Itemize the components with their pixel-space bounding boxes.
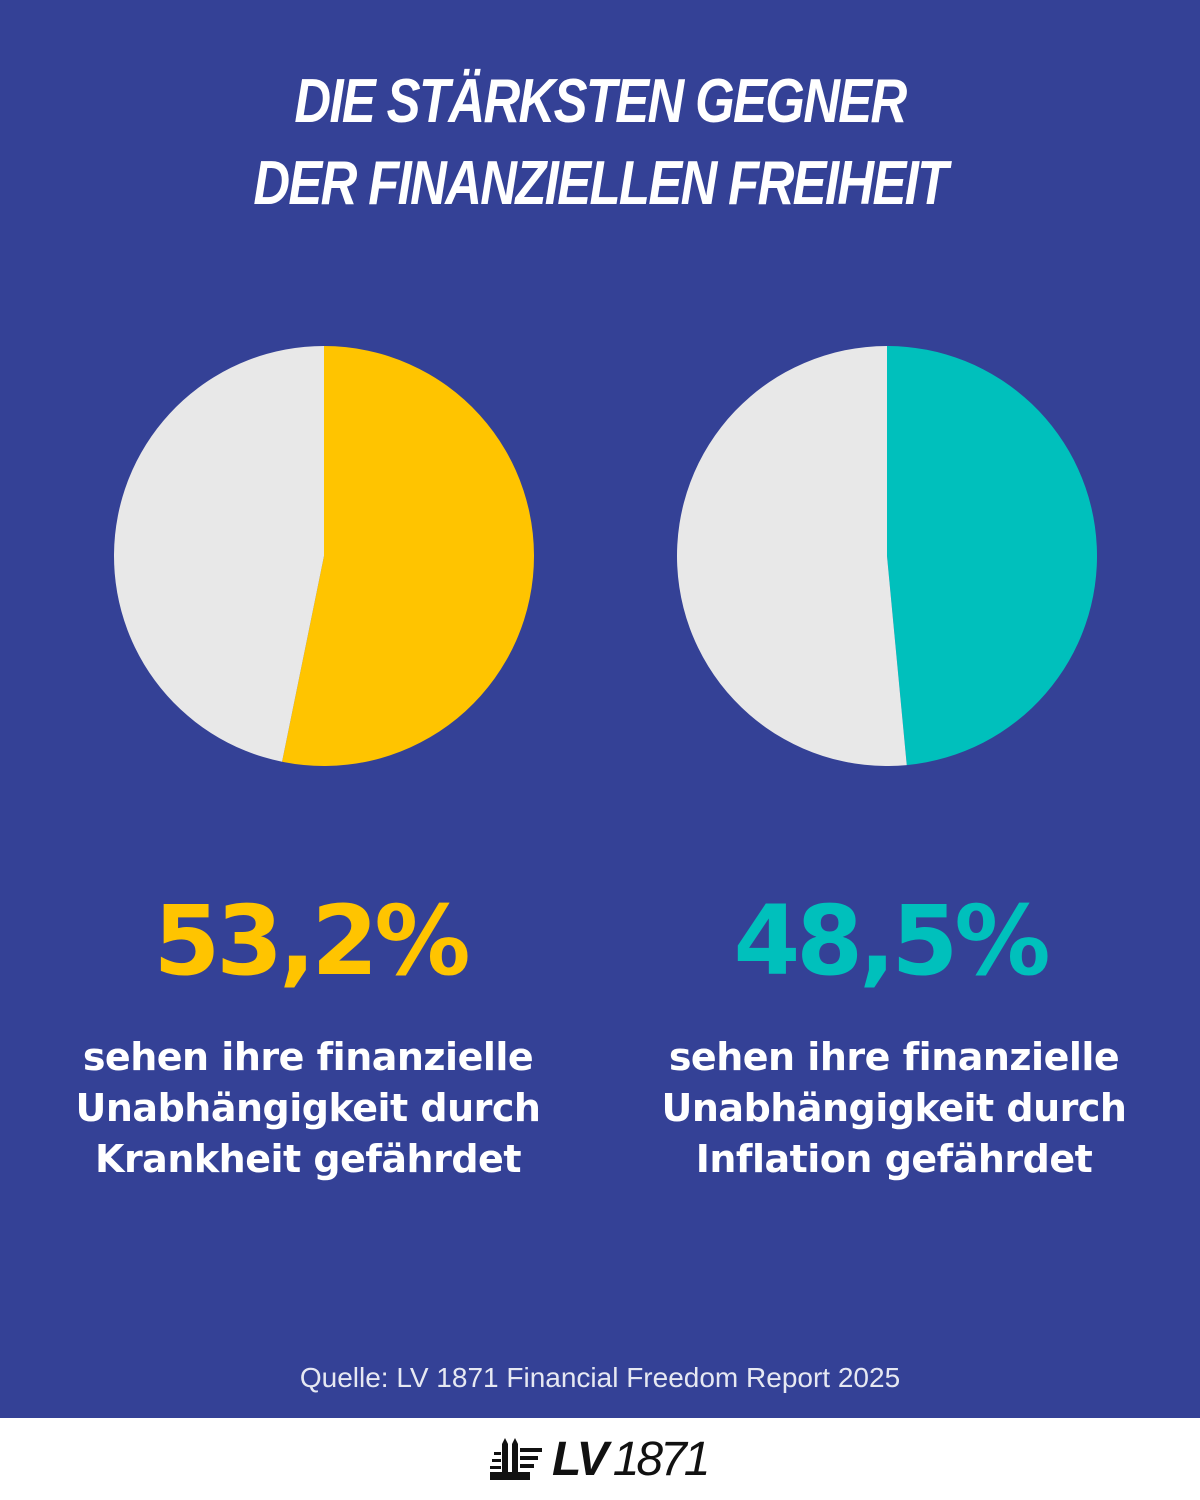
infographic-panel: DIE STÄRKSTEN GEGNER DER FINANZIELLEN FR… (0, 0, 1200, 1418)
pie-1-value-label: 53,2% (153, 885, 470, 997)
pie-2-description: sehen ihre finanzielle Unabhängigkeit du… (594, 1032, 1194, 1185)
pie-2-value-label: 48,5% (733, 885, 1050, 997)
pie-2-slice-remainder (676, 346, 907, 766)
logo-brand: LV (552, 1433, 609, 1486)
title-line-1: DIE STÄRKSTEN GEGNER (294, 67, 907, 136)
pie-1-slice-remainder (114, 346, 324, 762)
pie-2-desc-line: sehen ihre finanzielle (668, 1035, 1120, 1079)
pie-charts (114, 346, 1097, 766)
pie-2-desc-line: Inflation gefährdet (695, 1137, 1093, 1181)
pie-1-description: sehen ihre finanzielle Unabhängigkeit du… (8, 1032, 608, 1185)
twin-towers-logo-icon (490, 1437, 542, 1480)
pie-1-desc-line: Krankheit gefährdet (95, 1137, 521, 1181)
source-note: Quelle: LV 1871 Financial Freedom Report… (299, 1362, 901, 1393)
logo-year: 1871 (612, 1433, 711, 1486)
lv1871-logo: LV 1871 (490, 1432, 711, 1487)
pie-2-slice-highlight (887, 346, 1097, 766)
pie-1-desc-line: Unabhängigkeit durch (75, 1086, 541, 1130)
pie-1-slice-highlight (282, 346, 535, 766)
pie-2-desc-line: Unabhängigkeit durch (661, 1086, 1127, 1130)
title-line-2: DER FINANZIELLEN FREIHEIT (253, 149, 948, 218)
pie-1-desc-line: sehen ihre finanzielle (82, 1035, 534, 1079)
